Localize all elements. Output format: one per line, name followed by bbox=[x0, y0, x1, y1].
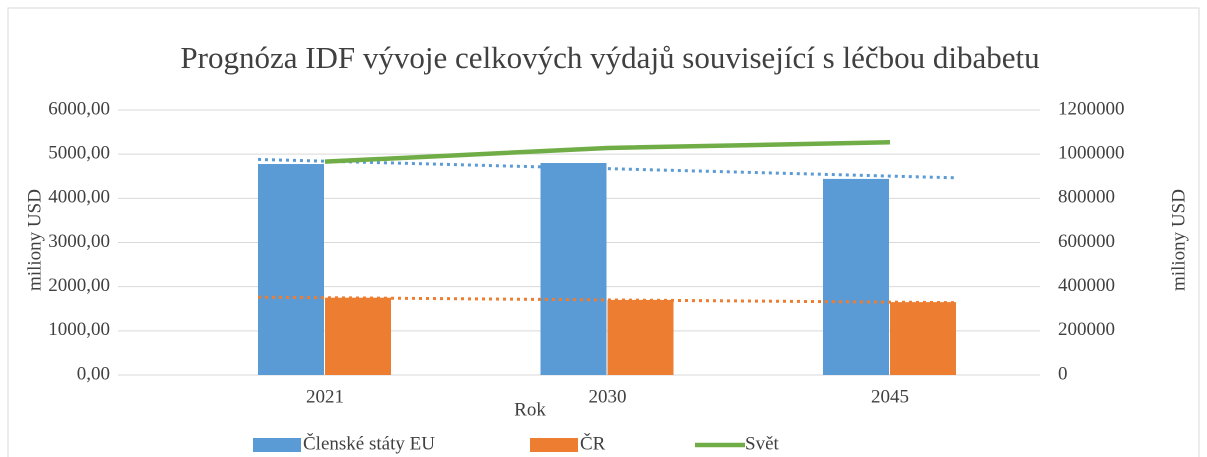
bar bbox=[258, 164, 324, 375]
legend-swatch bbox=[530, 438, 578, 452]
x-tick-label: 2045 bbox=[871, 386, 909, 407]
x-tick-label: 2021 bbox=[306, 386, 344, 407]
y-axis-title: miliony USD bbox=[24, 189, 45, 291]
y-tick-label: 4000,00 bbox=[48, 187, 110, 208]
y-tick-label: 3000,00 bbox=[48, 231, 110, 252]
y2-tick-label: 0 bbox=[1058, 363, 1068, 384]
bar bbox=[325, 297, 391, 375]
trendline bbox=[257, 295, 958, 305]
y2-tick-label: 1200000 bbox=[1058, 98, 1125, 119]
y-tick-label: 1000,00 bbox=[48, 319, 110, 340]
chart-title: Prognóza IDF vývoje celkových výdajů sou… bbox=[180, 40, 1040, 75]
y-tick-label: 6000,00 bbox=[48, 98, 110, 119]
y2-tick-label: 800000 bbox=[1058, 187, 1115, 208]
chart-frame bbox=[7, 7, 1200, 457]
legend-swatch bbox=[253, 438, 301, 452]
y-tick-label: 0,00 bbox=[77, 363, 110, 384]
bar bbox=[607, 299, 674, 375]
legend-label: ČR bbox=[580, 432, 606, 454]
y-tick-label: 5000,00 bbox=[48, 143, 110, 164]
legend-label: Svět bbox=[745, 433, 780, 454]
y2-axis-title: miliony USD bbox=[1168, 189, 1189, 291]
bar bbox=[823, 178, 889, 375]
x-axis-title: Rok bbox=[514, 399, 546, 420]
y2-tick-label: 200000 bbox=[1058, 319, 1115, 340]
y2-tick-label: 400000 bbox=[1058, 275, 1115, 296]
trendline bbox=[257, 157, 958, 180]
y-tick-label: 2000,00 bbox=[48, 275, 110, 296]
legend-label: Členské státy EU bbox=[303, 432, 435, 454]
line-series bbox=[324, 139, 891, 164]
x-tick-label: 2030 bbox=[589, 386, 627, 407]
y2-tick-label: 1000000 bbox=[1058, 143, 1125, 164]
bar bbox=[540, 163, 607, 375]
y2-tick-label: 600000 bbox=[1058, 231, 1115, 252]
bar bbox=[890, 302, 956, 375]
